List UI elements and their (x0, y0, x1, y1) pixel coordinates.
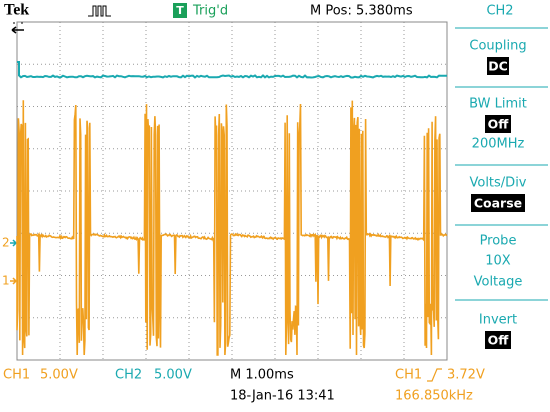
channel-marker: 1 (2, 274, 10, 288)
menu-label[interactable]: BW Limit (469, 97, 527, 112)
menu-value-box (471, 194, 525, 212)
ch1-scale: 5.00V (40, 368, 78, 383)
menu-value-box (485, 331, 511, 349)
menu-value[interactable]: DC (488, 59, 508, 74)
channel-title: CH2 (486, 4, 513, 19)
trigger-icon: T (176, 4, 184, 17)
marker-arrow (10, 239, 18, 247)
menu-label[interactable]: Volts/Div (469, 176, 526, 191)
trigger-status: Trig'd (192, 4, 228, 19)
ch2-scale: 5.00V (154, 368, 192, 383)
trigger-icon-box (173, 3, 187, 18)
menu-value[interactable]: Off (488, 117, 510, 132)
trigger-channel: CH1 (395, 368, 422, 383)
menu-value-box (487, 57, 509, 75)
marker-arrow (10, 277, 18, 285)
trigger-pos-arrow (11, 26, 24, 34)
frequency: 166.850kHz (395, 389, 473, 404)
trigger-pos-tick (13, 22, 23, 24)
menu-detail: Voltage (474, 275, 523, 290)
menu-value[interactable]: Coarse (474, 196, 522, 211)
ch1-label: CH1 (3, 368, 30, 383)
graticule-frame (16, 21, 448, 361)
position: M Pos: 5.380ms (310, 4, 413, 19)
menu-detail: 200MHz (472, 137, 525, 152)
menu-value-box (485, 115, 511, 133)
menu-value[interactable]: Off (488, 333, 510, 348)
menu-label[interactable]: Probe (480, 234, 517, 249)
acq-icon (88, 5, 111, 17)
timebase: M 1.00ms (230, 368, 294, 383)
menu-label[interactable]: Invert (479, 313, 517, 328)
date: 18-Jan-16 13:41 (230, 389, 335, 404)
trigger-slope-icon (427, 368, 442, 382)
ch2-trace (17, 61, 447, 79)
channel-marker: 2 (2, 236, 10, 250)
trigger-level: 3.72V (447, 368, 485, 383)
brand: Tek (4, 2, 29, 19)
side-menu: Coupling DC BW Limit Off 200MHz Volts/Di… (455, 27, 548, 349)
ch1-trace (16, 100, 448, 356)
menu-detail: 10X (485, 254, 511, 269)
ch2-label: CH2 (115, 368, 142, 383)
menu-label[interactable]: Coupling (469, 39, 526, 54)
